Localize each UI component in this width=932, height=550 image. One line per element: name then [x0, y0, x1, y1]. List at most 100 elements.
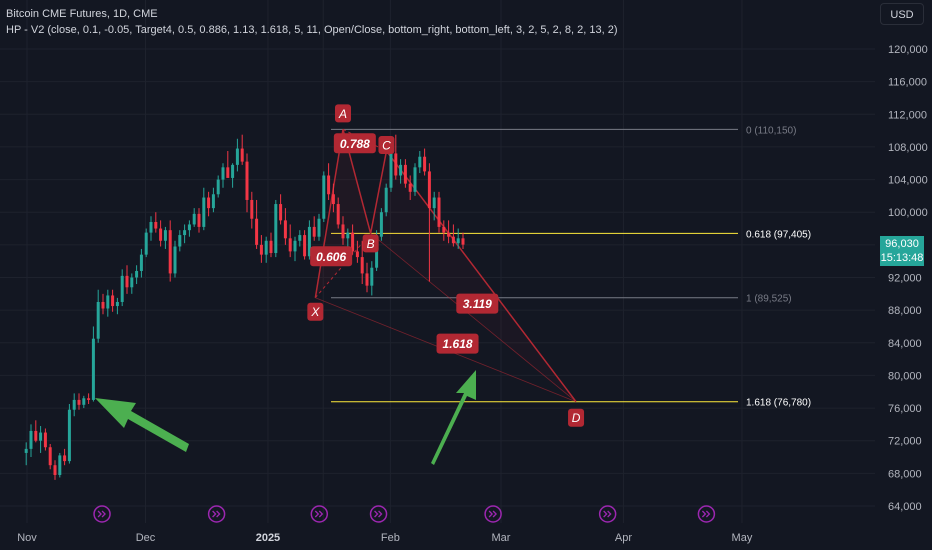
candle[interactable]: [39, 426, 43, 453]
candle[interactable]: [130, 273, 134, 294]
candle[interactable]: [149, 216, 153, 241]
candle[interactable]: [53, 460, 57, 480]
candle[interactable]: [447, 220, 451, 244]
candle[interactable]: [264, 236, 268, 263]
candle[interactable]: [168, 220, 172, 282]
candle[interactable]: [240, 134, 244, 165]
candle[interactable]: [63, 448, 67, 466]
candle[interactable]: [303, 230, 307, 260]
candle[interactable]: [370, 261, 374, 296]
candle[interactable]: [312, 216, 316, 241]
price-axis[interactable]: 120,000 116,000 112,000 108,000 104,000 100,0…: [888, 44, 928, 513]
candle[interactable]: [384, 183, 388, 217]
candle[interactable]: [442, 220, 446, 241]
candle[interactable]: [207, 191, 211, 217]
candle[interactable]: [111, 289, 115, 312]
candle[interactable]: [394, 134, 398, 180]
candle[interactable]: [389, 146, 393, 192]
candle[interactable]: [67, 403, 71, 464]
candle[interactable]: [216, 175, 220, 198]
event-marker-icon[interactable]: [310, 505, 329, 523]
candle[interactable]: [120, 269, 124, 307]
event-marker-icon[interactable]: [697, 505, 716, 523]
candle[interactable]: [283, 208, 287, 245]
event-marker-icon[interactable]: [598, 505, 617, 523]
candle[interactable]: [231, 163, 235, 188]
currency-button[interactable]: USD: [880, 3, 924, 25]
candle[interactable]: [250, 191, 254, 229]
candle[interactable]: [192, 208, 196, 227]
candle[interactable]: [91, 326, 95, 402]
candle[interactable]: [327, 163, 331, 200]
pattern-labels[interactable]: X A B C D 0.788 0.606 3.119 1.618: [307, 104, 585, 427]
candle[interactable]: [58, 452, 62, 478]
candle[interactable]: [379, 208, 383, 241]
candle[interactable]: [432, 191, 436, 221]
candle[interactable]: [288, 224, 292, 258]
event-marker-icon[interactable]: [207, 505, 226, 523]
point-label-d[interactable]: D: [568, 408, 585, 427]
candle[interactable]: [351, 224, 355, 255]
candle[interactable]: [298, 230, 302, 247]
point-label-b[interactable]: B: [362, 234, 379, 253]
candle[interactable]: [427, 163, 431, 282]
candle[interactable]: [331, 183, 335, 213]
candle[interactable]: [413, 163, 417, 196]
candle[interactable]: [183, 224, 187, 244]
candle[interactable]: [360, 240, 364, 285]
ratio-label[interactable]: 0.788: [333, 133, 376, 154]
candle[interactable]: [418, 151, 422, 174]
candle[interactable]: [48, 443, 52, 470]
indicator-legend[interactable]: HP - V2 (close, 0.1, -0.05, Target4, 0.5…: [6, 24, 618, 36]
event-marker-icon[interactable]: [369, 505, 388, 523]
candle[interactable]: [269, 232, 273, 258]
candle[interactable]: [317, 213, 321, 241]
candle[interactable]: [245, 153, 249, 213]
candle[interactable]: [82, 395, 86, 409]
candles[interactable]: [24, 134, 465, 480]
candle[interactable]: [322, 171, 326, 223]
candle[interactable]: [34, 420, 38, 443]
candle[interactable]: [255, 199, 259, 249]
event-marker-icon[interactable]: [93, 505, 111, 523]
candle[interactable]: [221, 163, 225, 188]
candle[interactable]: [403, 159, 407, 188]
ratio-label[interactable]: 3.119: [456, 293, 499, 314]
candle[interactable]: [187, 220, 191, 237]
candle[interactable]: [87, 393, 91, 404]
candle[interactable]: [163, 226, 167, 249]
candle[interactable]: [279, 194, 283, 225]
candle[interactable]: [355, 240, 359, 263]
candle[interactable]: [139, 248, 143, 278]
candle[interactable]: [154, 212, 158, 233]
point-label-x[interactable]: X: [307, 302, 324, 321]
candle[interactable]: [96, 289, 100, 343]
candle[interactable]: [173, 240, 177, 278]
candle[interactable]: [336, 197, 340, 229]
candle[interactable]: [226, 151, 230, 178]
candle[interactable]: [125, 265, 129, 294]
candle[interactable]: [159, 220, 163, 247]
candle[interactable]: [259, 235, 263, 263]
candle[interactable]: [72, 393, 76, 417]
candle[interactable]: [437, 191, 441, 233]
candle[interactable]: [235, 138, 239, 172]
event-marker-icon[interactable]: [484, 505, 502, 523]
candle[interactable]: [115, 297, 119, 315]
candle[interactable]: [144, 228, 148, 258]
point-label-a[interactable]: A: [335, 104, 351, 123]
candle[interactable]: [29, 424, 33, 458]
candle[interactable]: [135, 265, 139, 285]
candle[interactable]: [423, 148, 427, 176]
time-axis[interactable]: Nov Dec 2025 Feb Mar Apr May: [17, 532, 753, 544]
candle[interactable]: [365, 262, 369, 293]
candle[interactable]: [77, 393, 81, 410]
candle[interactable]: [456, 228, 460, 249]
candle[interactable]: [461, 232, 465, 249]
candle[interactable]: [202, 187, 206, 231]
point-label-c[interactable]: C: [378, 136, 395, 155]
candle[interactable]: [106, 289, 110, 317]
candle[interactable]: [451, 224, 455, 247]
candle[interactable]: [43, 428, 47, 451]
